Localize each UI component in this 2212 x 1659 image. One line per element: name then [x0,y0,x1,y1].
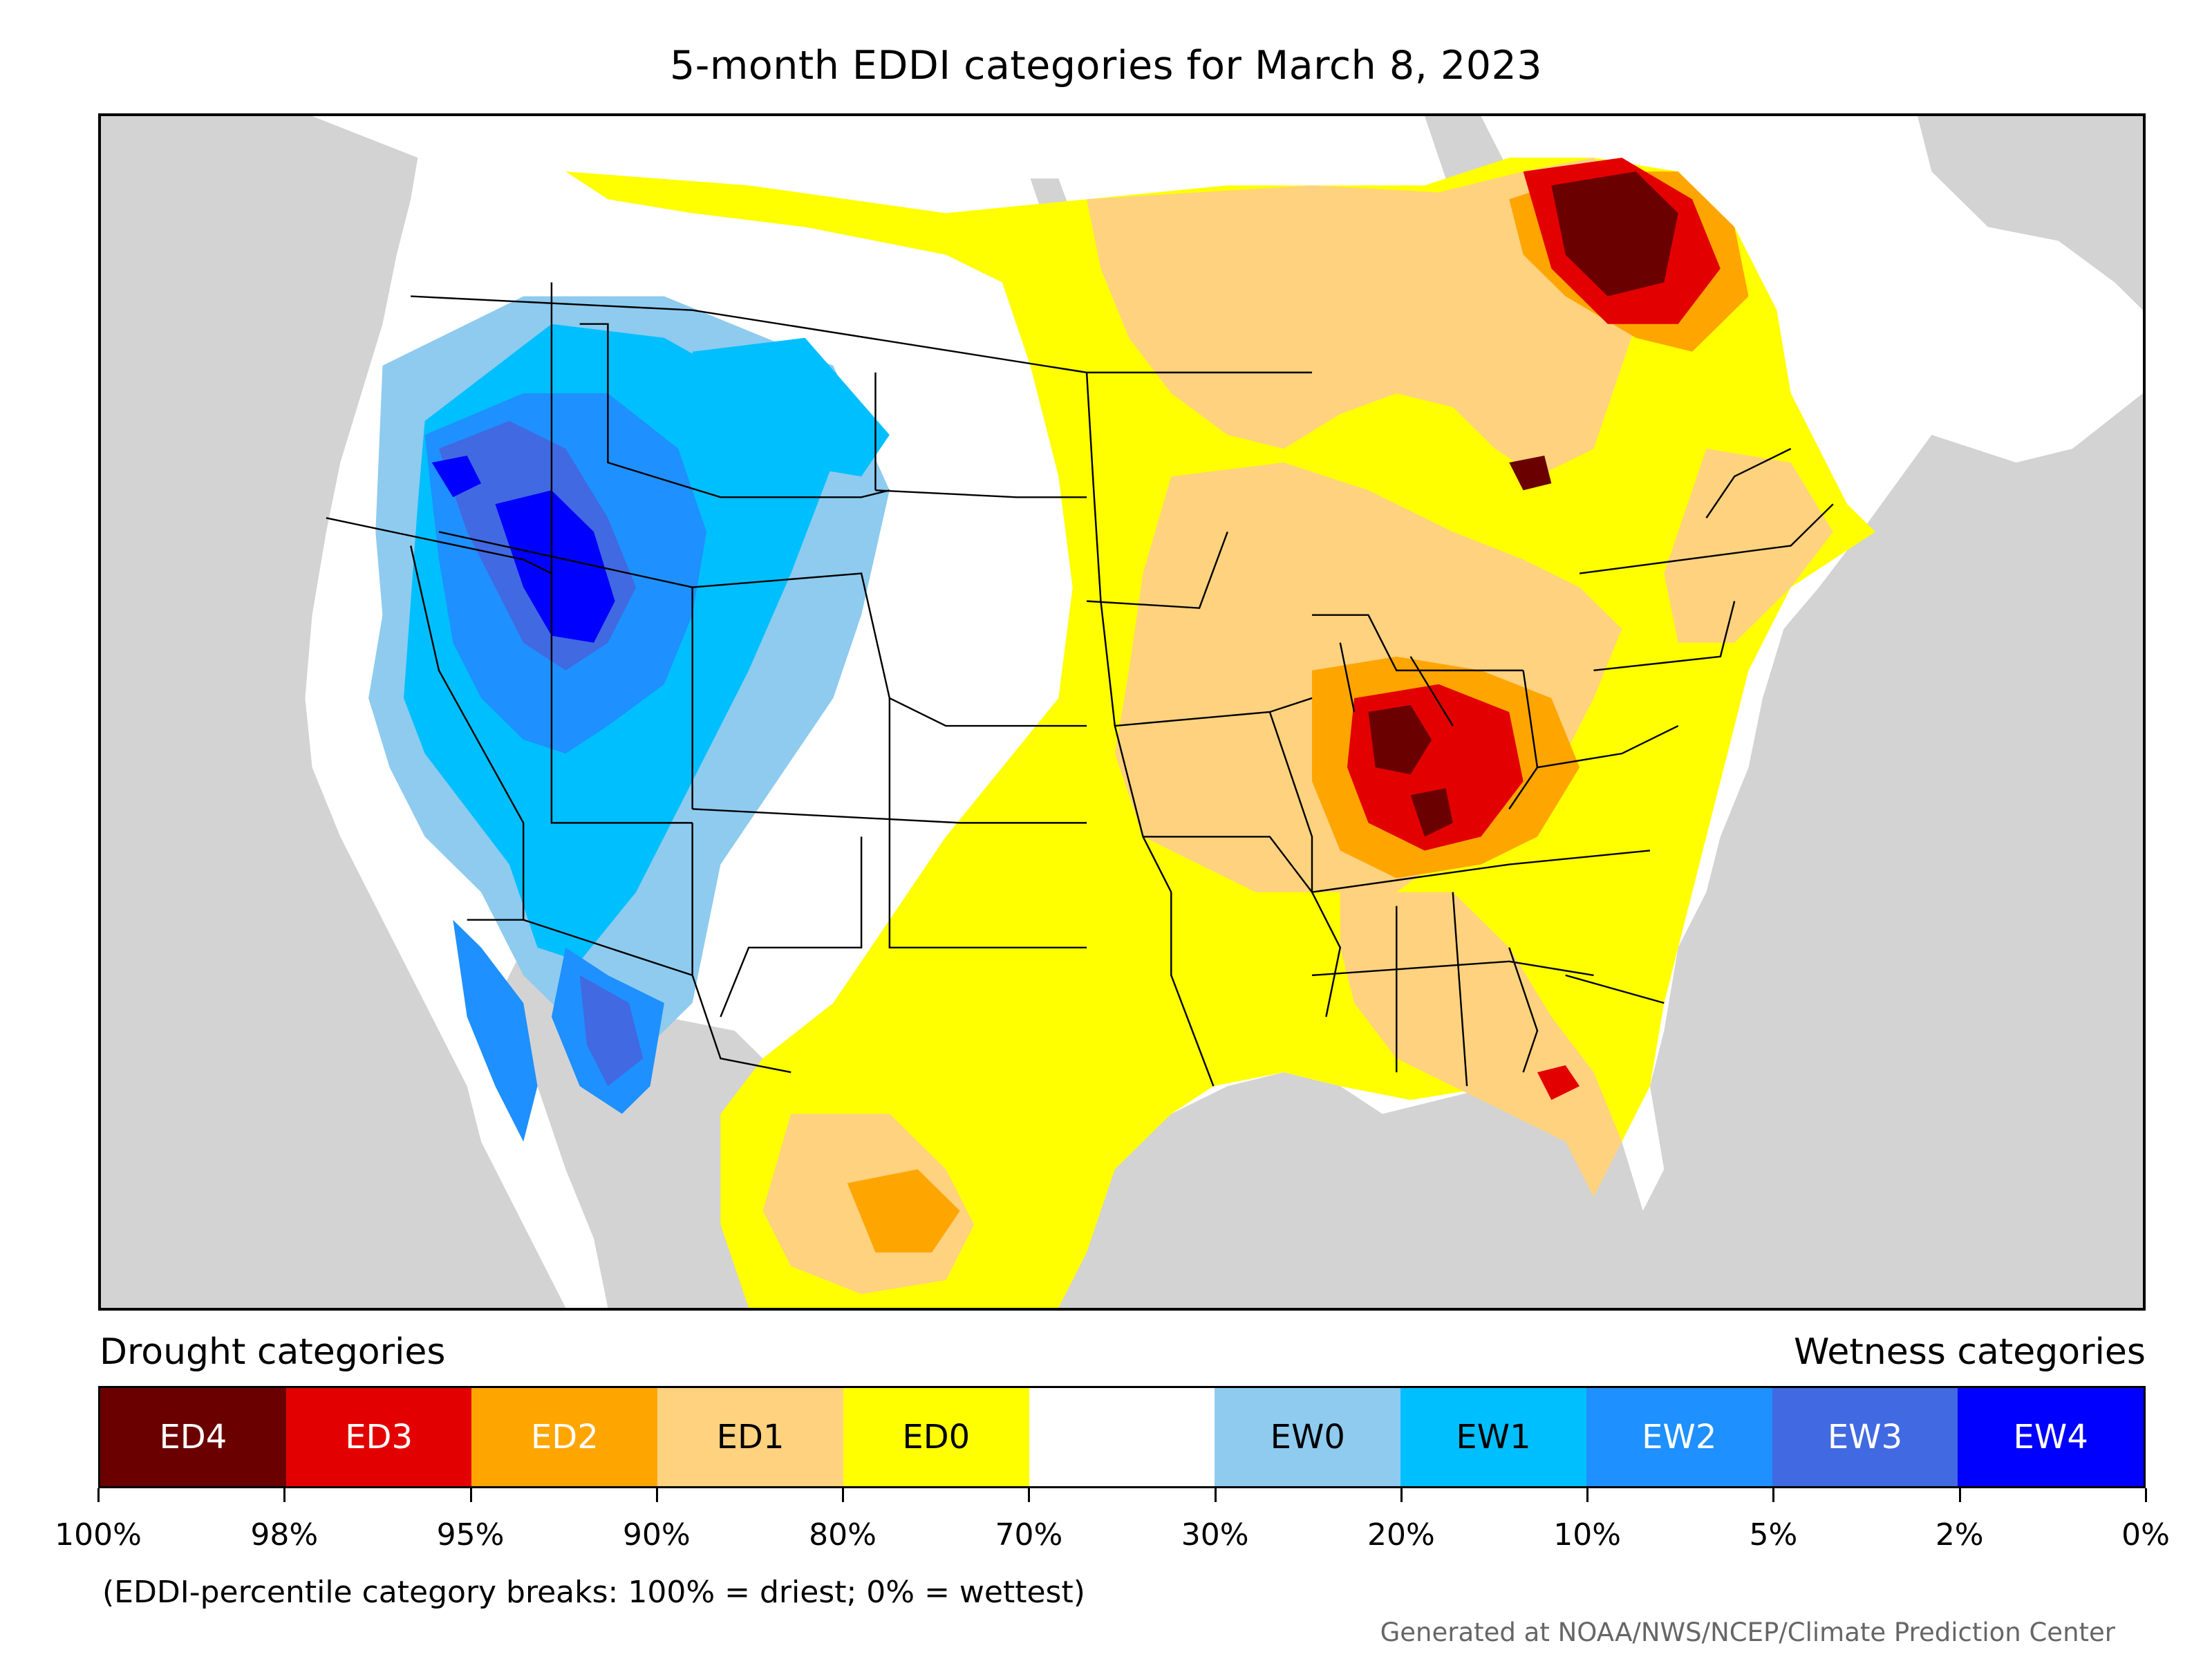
wetness-regions [368,296,890,1142]
us-map-svg [101,116,2143,1308]
wetness-categories-heading: Wetness categories [1794,1331,2146,1373]
drought-regions [565,158,1875,1308]
colorbar-tick-label: 0% [2121,1517,2170,1553]
borders [326,282,1834,1087]
colorbar-tick [1586,1488,1589,1502]
colorbar-tick-label: 95% [436,1517,505,1553]
colorbar-tick [1214,1488,1217,1502]
legend-cell-ed1: ED1 [657,1388,843,1486]
colorbar-tick-label: 90% [622,1517,691,1553]
colorbar-tick-label: 98% [250,1517,319,1553]
legend-cell-ew1: EW1 [1400,1388,1586,1486]
colorbar-ticks [97,1488,2147,1502]
colorbar-tick [1772,1488,1775,1502]
colorbar-tick-label: 100% [55,1517,142,1553]
credit-line: Generated at NOAA/NWS/NCEP/Climate Predi… [1380,1618,2115,1647]
colorbar-tick [1028,1488,1031,1502]
legend-cell-ew0: EW0 [1215,1388,1401,1486]
legend-cell-ew4: EW4 [1958,1388,2144,1486]
colorbar-tick-label: 5% [1749,1517,1798,1553]
map-title: 5-month EDDI categories for March 8, 202… [669,43,1542,88]
colorbar-tick [283,1488,286,1502]
legend-cell-ed2: ED2 [471,1388,658,1486]
footnote: (EDDI-percentile category breaks: 100% =… [102,1575,1085,1610]
colorbar-tick-label: 80% [809,1517,877,1553]
colorbar-tick-label: 2% [1935,1517,1984,1553]
legend-cell-ew2: EW2 [1586,1388,1772,1486]
colorbar-tick [469,1488,472,1502]
legend-cell-ed3: ED3 [285,1388,472,1486]
legend-cell-normal [1029,1388,1215,1486]
legend-cell-ed0: ED0 [843,1388,1029,1486]
category-colorbar: ED4 ED3 ED2 ED1 ED0 EW0 EW1 EW2 EW3 EW4 [98,1386,2146,1488]
eddi-map [98,113,2146,1311]
colorbar-tick-label: 10% [1553,1517,1622,1553]
legend-cell-ew3: EW3 [1772,1388,1958,1486]
colorbar-tick [1958,1488,1961,1502]
colorbar-tick-label: 70% [995,1517,1063,1553]
drought-categories-heading: Drought categories [100,1331,446,1373]
colorbar-tick [2145,1488,2147,1502]
colorbar-tick-label: 30% [1181,1517,1249,1553]
colorbar-tick [842,1488,845,1502]
colorbar-tick [1400,1488,1403,1502]
legend-cell-ed4: ED4 [100,1388,286,1486]
colorbar-tick [97,1488,100,1502]
colorbar-tick [655,1488,658,1502]
colorbar-tick-label: 20% [1367,1517,1435,1553]
